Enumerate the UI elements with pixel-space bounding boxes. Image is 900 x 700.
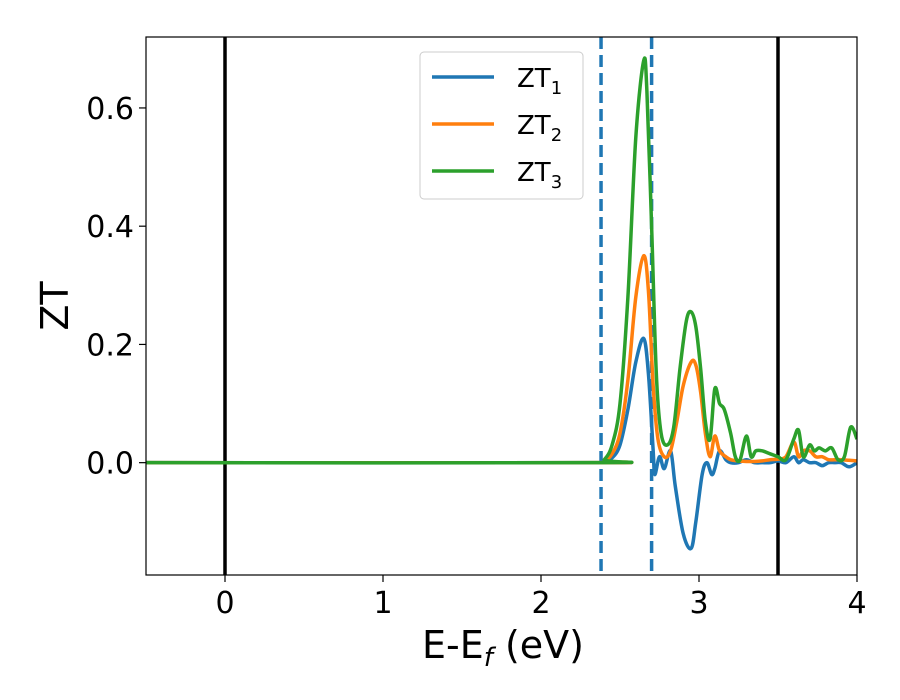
x-tick-label: 1: [373, 586, 392, 621]
reference-lines: [223, 37, 780, 575]
y-tick-label: 0.4: [86, 210, 134, 245]
legend-label-1: ZT1: [517, 64, 562, 99]
y-tick-label: 0.2: [86, 328, 134, 363]
legend: ZT1 ZT2 ZT3: [419, 51, 584, 200]
y-tick-label: 0.6: [86, 92, 134, 127]
series-line-3: [146, 56, 857, 465]
series-line-1: [146, 336, 857, 551]
x-tick-label: 4: [847, 586, 866, 621]
x-axis-title: E-Ef (eV): [422, 623, 584, 673]
legend-box: [419, 51, 584, 200]
y-tick-label: 0.0: [86, 447, 134, 482]
legend-label-3: ZT3: [517, 158, 562, 193]
series-lines: [146, 56, 857, 551]
legend-label-2: ZT2: [517, 111, 562, 146]
plot-frame: [145, 36, 858, 576]
x-tick-label: 3: [689, 586, 708, 621]
x-tick-label: 2: [531, 586, 550, 621]
y-axis: 0.0 0.2 0.4 0.6: [86, 92, 146, 482]
y-axis-title: ZT: [33, 281, 77, 331]
x-axis: 0 1 2 3 4: [215, 575, 867, 621]
x-tick-label: 0: [215, 586, 234, 621]
